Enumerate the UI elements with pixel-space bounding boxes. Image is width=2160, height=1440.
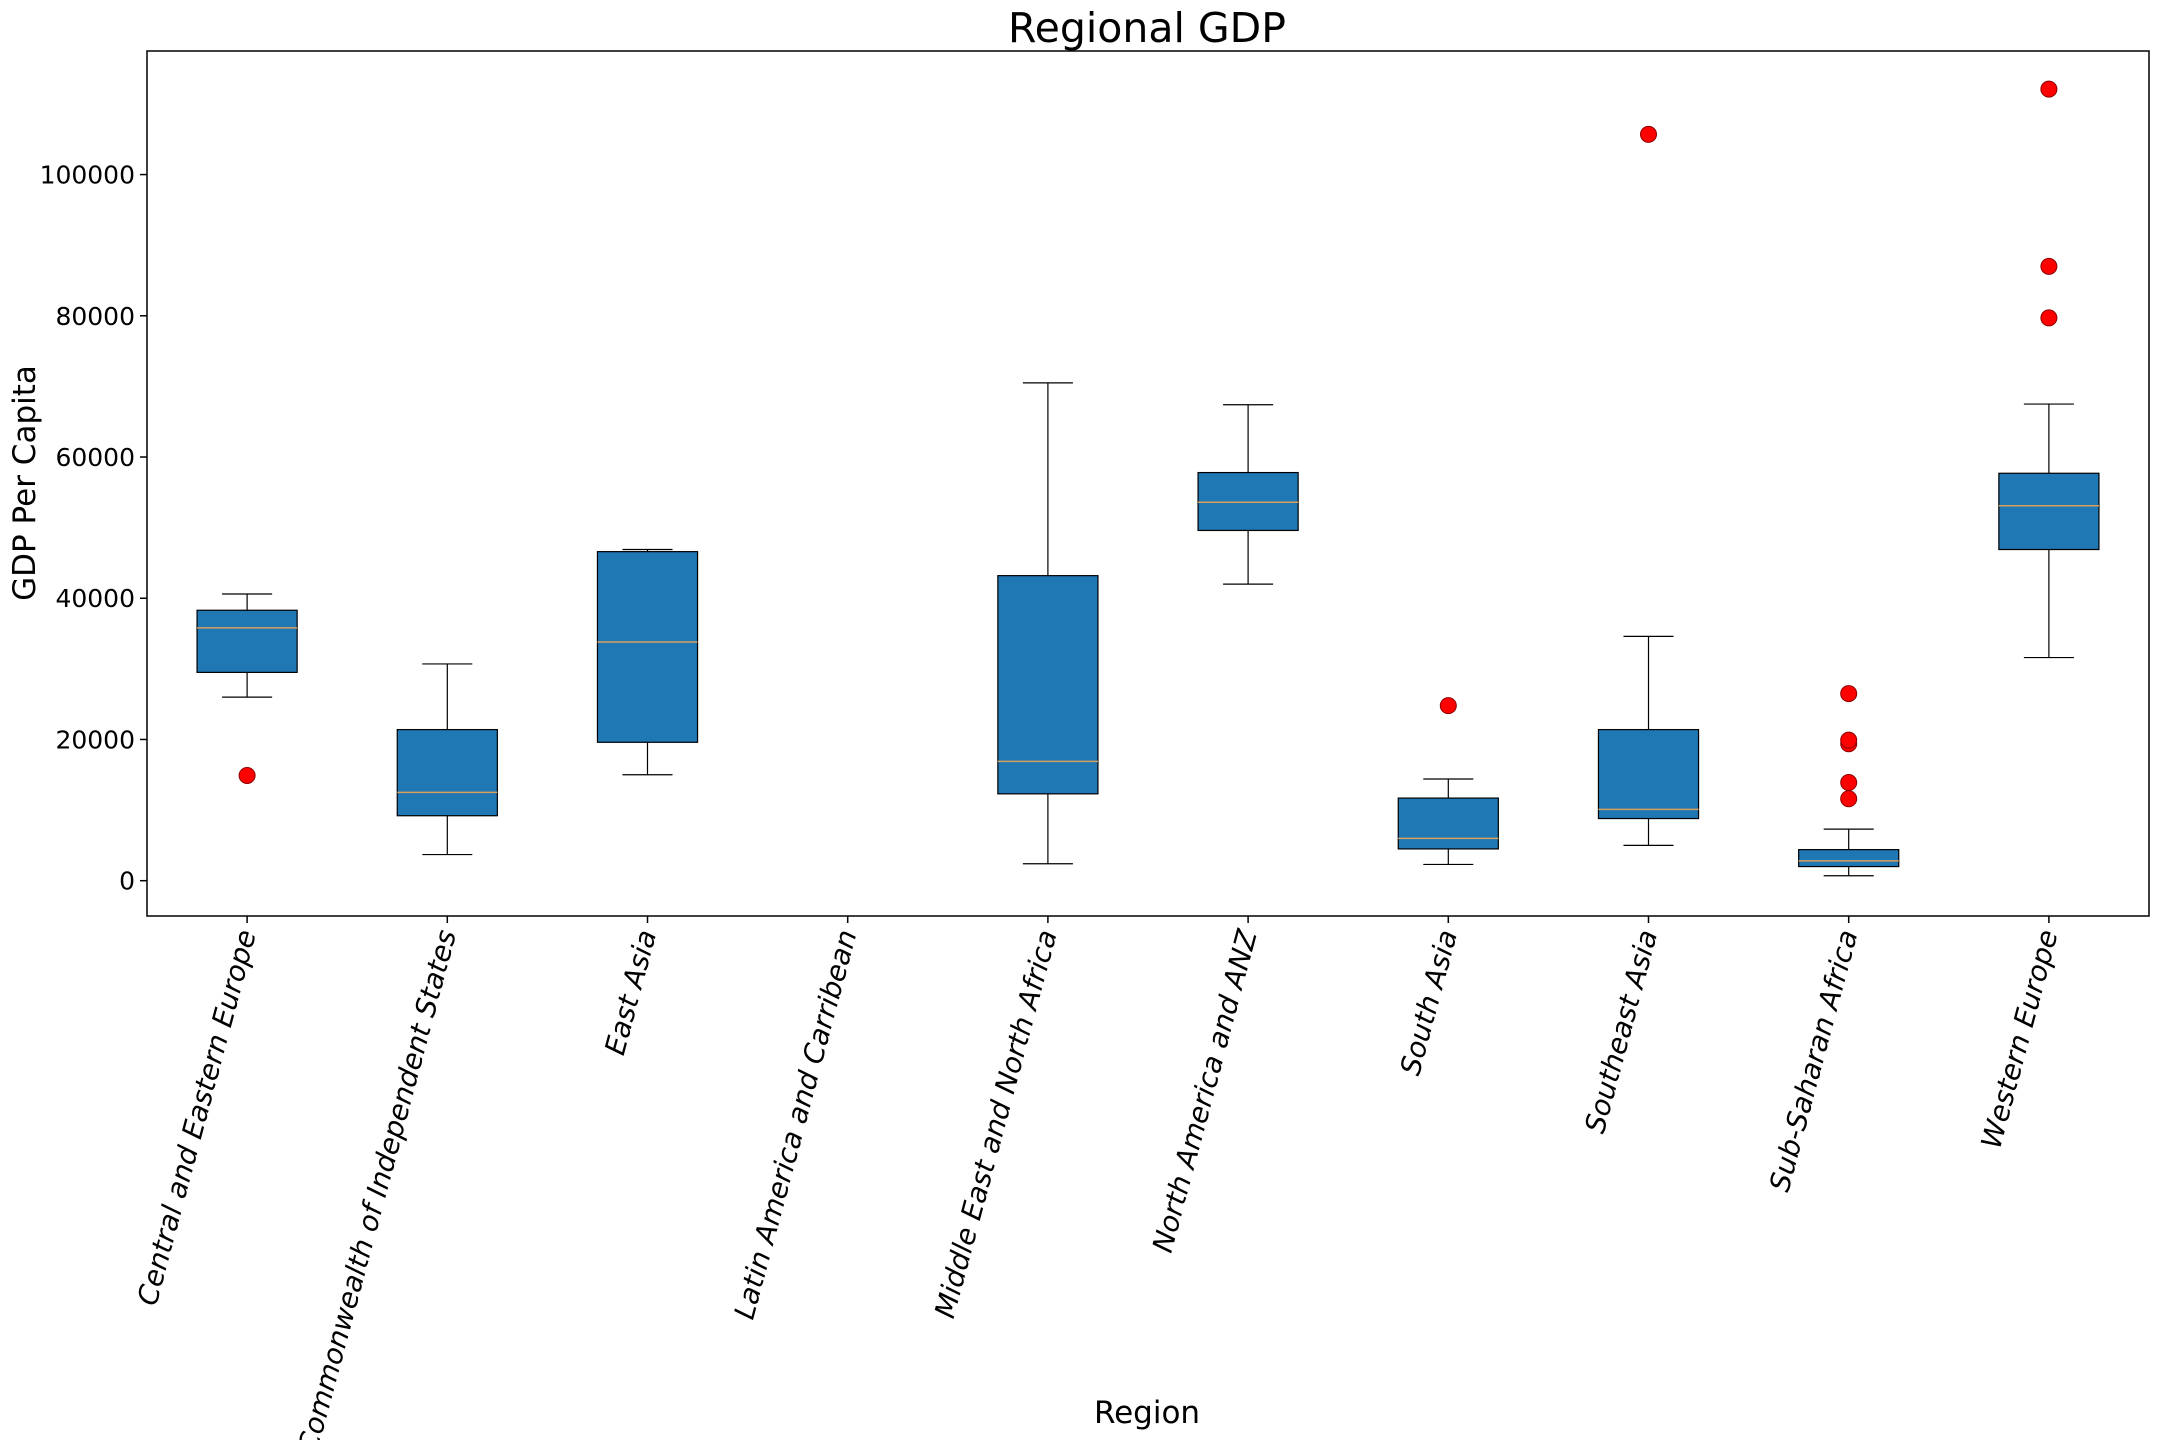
y-tick-label: 40000 — [55, 584, 135, 613]
y-tick-label: 20000 — [55, 725, 135, 754]
box-group — [596, 548, 699, 776]
box-group — [1597, 125, 1700, 846]
box-group — [1798, 685, 1900, 877]
outlier-point — [238, 766, 256, 784]
box-iqr — [997, 575, 1099, 795]
y-tick-label: 80000 — [55, 302, 135, 331]
x-axis: Central and Eastern Europe Commonwealth o… — [131, 916, 2065, 1440]
y-axis: 0 20000 40000 60000 80000 100000 — [40, 161, 147, 896]
outlier-point — [1840, 774, 1858, 792]
box-group — [997, 382, 1099, 865]
box-group — [1397, 697, 1499, 866]
x-tick-label: Western Europe — [1975, 926, 2065, 1152]
outlier-point — [1439, 697, 1457, 715]
outlier-point — [2040, 309, 2058, 327]
x-tick-label: North America and ANZ — [1146, 925, 1264, 1255]
box-iqr — [196, 609, 298, 673]
x-tick-label: Central and Eastern Europe — [131, 926, 263, 1309]
box-iqr — [596, 551, 699, 743]
box-iqr — [1998, 472, 2100, 551]
outlier-point — [2040, 257, 2058, 275]
box-iqr — [1597, 728, 1700, 820]
y-tick-label: 0 — [119, 867, 135, 896]
y-tick-label: 100000 — [40, 161, 135, 190]
x-tick-label: Middle East and North Africa — [928, 926, 1063, 1321]
box-iqr — [1798, 849, 1900, 868]
x-tick-label: South Asia — [1394, 926, 1464, 1078]
plot-frame — [146, 50, 2150, 917]
x-tick-label: Sub-Saharan Africa — [1763, 926, 1865, 1195]
outlier-point — [1640, 125, 1657, 143]
chart-title: Regional GDP — [1008, 4, 1286, 52]
outlier-point — [1840, 685, 1858, 703]
x-tick-label: East Asia — [598, 926, 663, 1058]
outlier-point — [1840, 790, 1858, 808]
x-tick-label: Latin America and Carribean — [728, 926, 864, 1322]
x-tick-label: Southeast Asia — [1578, 926, 1664, 1136]
box-group — [396, 663, 498, 856]
box-iqr — [1397, 797, 1499, 850]
x-tick-label: Commonwealth of Independent States — [291, 926, 463, 1440]
y-axis-label: GDP Per Capita — [7, 365, 43, 601]
box-iqr — [396, 728, 498, 817]
plot-area — [196, 80, 2100, 877]
y-tick-label: 60000 — [55, 443, 135, 472]
outlier-point — [2040, 80, 2058, 98]
box-group — [1998, 80, 2100, 659]
x-axis-label: Region — [1094, 1395, 1200, 1431]
box-group — [1197, 404, 1299, 585]
box-group — [196, 593, 298, 784]
outlier-point — [1840, 731, 1858, 749]
